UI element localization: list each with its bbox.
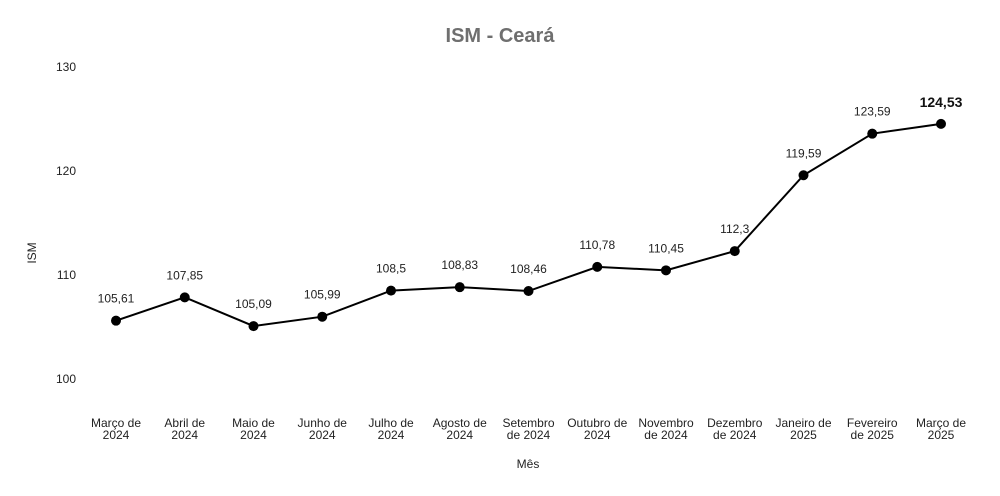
y-tick-labels: 100 110 120 130 [56, 60, 76, 386]
y-axis-label: ISM [25, 242, 39, 263]
data-label: 108,46 [510, 262, 547, 276]
data-point [867, 128, 878, 139]
data-labels: 105,61 107,85 105,09 105,99 108,5 108,83 108,4… [98, 94, 963, 311]
data-label: 105,99 [304, 288, 341, 302]
data-label: 123,59 [854, 105, 891, 119]
data-point [317, 311, 328, 322]
data-point [729, 246, 740, 257]
x-tick-label: 2025 [928, 428, 955, 442]
y-tick-label: 120 [56, 164, 76, 178]
x-tick-label: 2024 [446, 428, 473, 442]
x-tick-label: de 2024 [713, 428, 757, 442]
data-point [454, 282, 465, 293]
x-tick-label: 2024 [103, 428, 130, 442]
y-tick-label: 100 [56, 372, 76, 386]
data-point [179, 292, 190, 303]
x-tick-label: 2024 [171, 428, 198, 442]
data-label: 110,45 [648, 241, 684, 255]
data-label: 119,59 [786, 146, 822, 160]
data-points [111, 118, 946, 332]
data-point [592, 261, 603, 272]
x-tick-label: Junho de [298, 416, 348, 430]
data-label: 124,53 [920, 94, 963, 110]
data-point [936, 118, 946, 129]
x-tick-label: 2024 [309, 428, 336, 442]
x-tick-label: Maio de [232, 416, 275, 430]
data-label: 112,3 [720, 222, 749, 236]
x-tick-label: Setembro [502, 416, 554, 430]
data-point [111, 315, 121, 326]
data-point [661, 265, 671, 276]
data-point [386, 285, 396, 296]
x-axis-label: Mês [517, 457, 540, 471]
x-tick-label: de 2024 [644, 428, 688, 442]
data-point [248, 321, 259, 332]
data-label: 108,5 [376, 262, 406, 276]
data-label: 107,85 [166, 268, 203, 282]
x-tick-label: Março de [91, 416, 141, 430]
y-tick-label: 110 [57, 268, 76, 282]
data-label: 108,83 [441, 258, 478, 272]
chart-title: ISM - Ceará [446, 25, 556, 47]
x-tick-label: 2024 [584, 428, 611, 442]
x-tick-label: Fevereiro [847, 416, 898, 430]
x-tick-label: 2024 [240, 428, 267, 442]
x-tick-label: Outubro de [567, 416, 627, 430]
x-tick-label: Abril de [164, 416, 205, 430]
x-tick-label: de 2024 [507, 428, 551, 442]
x-tick-label: 2024 [378, 428, 405, 442]
x-tick-label: Agosto de [433, 416, 487, 430]
x-tick-label: Janeiro de [775, 416, 831, 430]
x-tick-label: Julho de [368, 416, 414, 430]
x-tick-label: de 2025 [851, 428, 895, 442]
x-tick-label: Novembro [638, 416, 694, 430]
x-tick-label: Dezembro [707, 416, 763, 430]
data-label: 105,09 [235, 297, 272, 311]
x-tick-label: Março de [916, 416, 966, 430]
data-point [798, 170, 809, 181]
data-label: 105,61 [98, 292, 135, 306]
data-point [523, 286, 534, 297]
x-tick-label: 2025 [790, 428, 817, 442]
data-label: 110,78 [579, 238, 615, 252]
y-tick-label: 130 [56, 60, 76, 74]
